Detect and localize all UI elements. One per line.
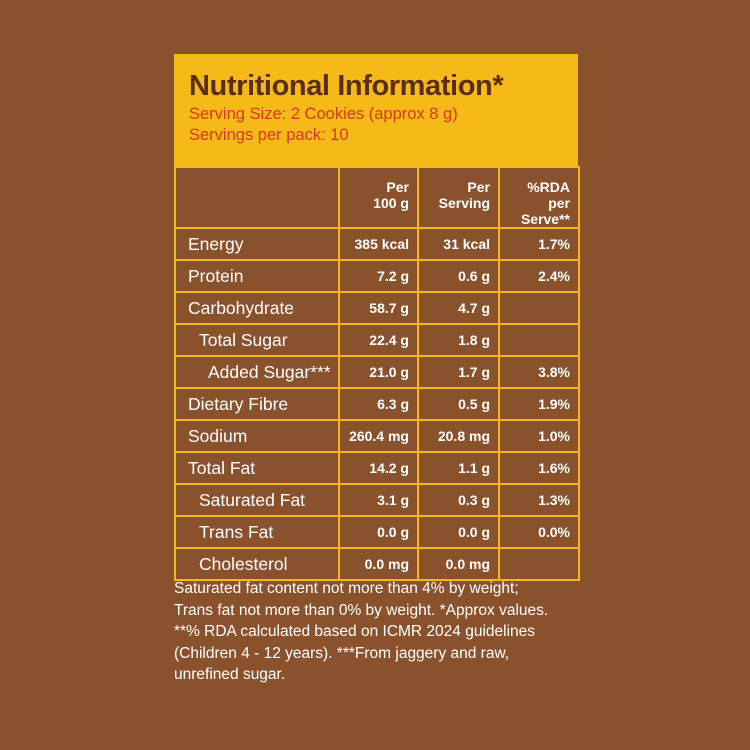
column-header-rda: %RDA per Serve** [498, 166, 580, 229]
serving-size: Serving Size: 2 Cookies (approx 8 g) [189, 105, 458, 123]
rda-value [498, 323, 580, 357]
per-100g-value: 0.0 mg [338, 547, 419, 581]
per-100g-value: 260.4 mg [338, 419, 419, 453]
per-serving-value: 0.0 mg [417, 547, 500, 581]
per-100g-value: 6.3 g [338, 387, 419, 421]
nutrient-name: Saturated Fat [174, 483, 340, 517]
per-serving-value: 4.7 g [417, 291, 500, 325]
table-row: Sodium 260.4 mg 20.8 mg 1.0% [174, 419, 580, 453]
nutrient-name: Dietary Fibre [174, 387, 340, 421]
table-row: Added Sugar*** 21.0 g 1.7 g 3.8% [174, 355, 580, 389]
per-100g-value: 385 kcal [338, 227, 419, 261]
rda-value: 0.0% [498, 515, 580, 549]
rda-value: 2.4% [498, 259, 580, 293]
nutrient-name: Added Sugar*** [174, 355, 340, 389]
nutrition-header: Nutritional Information* Serving Size: 2… [174, 54, 578, 166]
nutrition-panel: Nutritional Information* Serving Size: 2… [174, 54, 580, 581]
footnote-line: (Children 4 - 12 years). ***From jaggery… [174, 644, 510, 662]
table-body: Energy 385 kcal 31 kcal 1.7% Protein 7.2 g 0.6… [174, 227, 580, 581]
nutrient-name: Total Sugar [174, 323, 340, 357]
rda-value [498, 547, 580, 581]
nutrition-table: Per 100 g Per Serving %RDA per Serve** Ener… [174, 166, 580, 581]
footnote-line: Trans fat not more than 0% by weight. *A… [174, 601, 549, 619]
per-serving-value: 0.5 g [417, 387, 500, 421]
rda-value: 3.8% [498, 355, 580, 389]
nutrient-name: Trans Fat [174, 515, 340, 549]
column-header-line: Serving [438, 195, 490, 211]
column-header-line: Per [467, 179, 490, 195]
nutrient-name: Protein [174, 259, 340, 293]
per-serving-value: 1.7 g [417, 355, 500, 389]
table-row: Carbohydrate 58.7 g 4.7 g [174, 291, 580, 325]
per-100g-value: 22.4 g [338, 323, 419, 357]
column-header-line: 100 g [373, 195, 409, 211]
table-row: Dietary Fibre 6.3 g 0.5 g 1.9% [174, 387, 580, 421]
table-row: Total Sugar 22.4 g 1.8 g [174, 323, 580, 357]
rda-value: 1.7% [498, 227, 580, 261]
per-serving-value: 0.0 g [417, 515, 500, 549]
rda-value [498, 291, 580, 325]
table-row: Energy 385 kcal 31 kcal 1.7% [174, 227, 580, 261]
per-100g-value: 7.2 g [338, 259, 419, 293]
per-serving-value: 0.3 g [417, 483, 500, 517]
per-100g-value: 21.0 g [338, 355, 419, 389]
column-header-per-serving: Per Serving [417, 166, 500, 229]
table-row: Trans Fat 0.0 g 0.0 g 0.0% [174, 515, 580, 549]
per-serving-value: 0.6 g [417, 259, 500, 293]
per-serving-value: 20.8 mg [417, 419, 500, 453]
nutrient-name: Energy [174, 227, 340, 261]
nutrient-name: Cholesterol [174, 547, 340, 581]
nutrient-name: Total Fat [174, 451, 340, 485]
rda-value: 1.9% [498, 387, 580, 421]
column-header-line: Serve** [520, 211, 570, 227]
per-serving-value: 1.8 g [417, 323, 500, 357]
column-header-line: %RDA per [527, 179, 570, 211]
per-serving-value: 31 kcal [417, 227, 500, 261]
per-100g-value: 14.2 g [338, 451, 419, 485]
column-header-nutrient [174, 166, 340, 229]
column-header-line: Per [386, 179, 409, 195]
nutrition-title: Nutritional Information* [189, 70, 504, 102]
table-header-row: Per 100 g Per Serving %RDA per Serve** [174, 166, 580, 229]
per-100g-value: 3.1 g [338, 483, 419, 517]
rda-value: 1.0% [498, 419, 580, 453]
servings-per-pack: Servings per pack: 10 [189, 126, 349, 144]
rda-value: 1.6% [498, 451, 580, 485]
nutrient-name: Sodium [174, 419, 340, 453]
per-100g-value: 0.0 g [338, 515, 419, 549]
footnote: Saturated fat content not more than 4% b… [174, 578, 614, 686]
footnote-line: Saturated fat content not more than 4% b… [174, 580, 519, 597]
table-row: Cholesterol 0.0 mg 0.0 mg [174, 547, 580, 581]
nutrient-name: Carbohydrate [174, 291, 340, 325]
column-header-per-100g: Per 100 g [338, 166, 419, 229]
footnote-line: **% RDA calculated based on ICMR 2024 gu… [174, 623, 536, 640]
footnote-line: unrefined sugar. [174, 666, 286, 683]
per-serving-value: 1.1 g [417, 451, 500, 485]
per-100g-value: 58.7 g [338, 291, 419, 325]
table-row: Protein 7.2 g 0.6 g 2.4% [174, 259, 580, 293]
rda-value: 1.3% [498, 483, 580, 517]
table-row: Saturated Fat 3.1 g 0.3 g 1.3% [174, 483, 580, 517]
table-row: Total Fat 14.2 g 1.1 g 1.6% [174, 451, 580, 485]
